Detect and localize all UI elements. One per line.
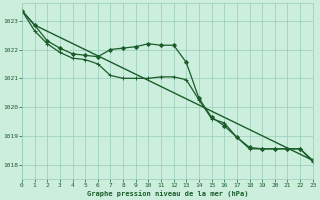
X-axis label: Graphe pression niveau de la mer (hPa): Graphe pression niveau de la mer (hPa) xyxy=(87,190,248,197)
